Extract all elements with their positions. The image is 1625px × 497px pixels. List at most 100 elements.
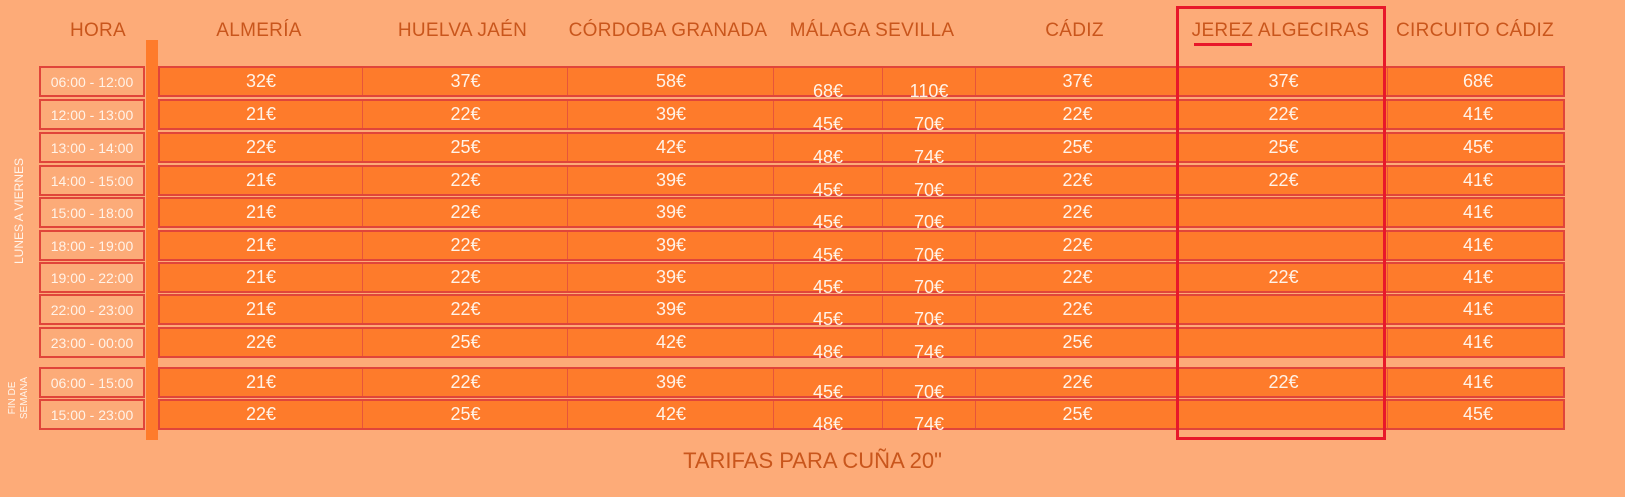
price-cell: 22€: [975, 264, 1179, 291]
price-cell: 37€: [1178, 68, 1388, 95]
price-cell: 22€: [362, 199, 568, 226]
price-cell: 45€: [773, 167, 882, 200]
price-cell: 21€: [245, 104, 277, 124]
price-cell: 25€: [1178, 134, 1388, 161]
header-huelva-jaen: HUELVA JAÉN: [397, 20, 528, 41]
hour-cell: 15:00 - 18:00: [39, 197, 145, 228]
price-cell: 45€: [773, 264, 882, 297]
group-weekdays: LUNES A VIERNES: [12, 157, 27, 265]
price-cell: 74€: [882, 401, 975, 434]
price-cell: 39€: [567, 232, 774, 259]
price-cell: 22€: [1178, 101, 1388, 128]
price-cell: 22€: [1178, 167, 1388, 194]
price-cell: 45€: [1387, 401, 1568, 428]
hour-cell: 22:00 - 23:00: [39, 294, 145, 325]
price-cell: 21€: [245, 235, 277, 255]
table-row: 22€ 25€ 42€ 48€ 74€ 25€ 25€ 45€: [158, 132, 1568, 167]
jerez-underline: [1194, 43, 1252, 46]
price-cell: 22€: [362, 232, 568, 259]
price-cell: 41€: [1387, 329, 1568, 356]
price-cell: 41€: [1387, 101, 1568, 128]
price-cell: 70€: [882, 101, 975, 134]
price-cell: 74€: [882, 134, 975, 167]
decorative-strip: [146, 40, 158, 440]
price-cell: 41€: [1387, 264, 1568, 291]
price-cell: 42€: [567, 329, 774, 356]
price-cell: 22€: [975, 167, 1179, 194]
hour-cell: 14:00 - 15:00: [39, 165, 145, 196]
price-cell: 42€: [567, 134, 774, 161]
price-cell: 48€: [773, 401, 882, 434]
hour-cell: 18:00 - 19:00: [39, 230, 145, 261]
price-cell: 39€: [567, 199, 774, 226]
table-row: 21€ 22€ 39€ 45€ 70€ 22€ 22€ 41€: [158, 99, 1568, 134]
header-cadiz: CÁDIZ: [1045, 20, 1104, 41]
table-row: 21€ 22€ 39€ 45€ 70€ 22€ 22€ 41€: [158, 262, 1568, 297]
price-cell: 22€: [975, 369, 1179, 396]
price-cell: 21€: [245, 372, 277, 392]
price-cell: 21€: [245, 170, 277, 190]
table-row: 21€ 22€ 39€ 45€ 70€ 22€ 22€ 41€: [158, 367, 1565, 402]
price-cell: 39€: [567, 296, 774, 323]
price-cell: 39€: [567, 101, 774, 128]
price-cell: 45€: [773, 101, 882, 134]
price-cell: 70€: [882, 199, 975, 232]
price-cell: 45€: [773, 199, 882, 232]
price-cell: 22€: [245, 137, 277, 157]
table-row: 21€ 22€ 39€ 45€ 70€ 22€ 41€: [158, 197, 1568, 232]
price-cell: 22€: [362, 167, 568, 194]
header-malaga-sevilla: MÁLAGA SEVILLA: [789, 20, 955, 41]
header-hora: HORA: [69, 20, 127, 41]
price-cell: 41€: [1387, 199, 1568, 226]
header-cordoba-granada: CÓRDOBA GRANADA: [568, 20, 768, 41]
price-cell: 39€: [567, 167, 774, 194]
hour-cell: 13:00 - 14:00: [39, 132, 145, 163]
hour-cell: 12:00 - 13:00: [39, 99, 145, 130]
price-cell: 22€: [245, 332, 277, 352]
price-cell: 70€: [882, 296, 975, 329]
price-cell: 25€: [362, 401, 568, 428]
price-cell: 70€: [882, 232, 975, 265]
price-cell: 74€: [882, 329, 975, 362]
table-row: 21€ 22€ 39€ 45€ 70€ 22€ 41€: [158, 230, 1568, 265]
price-cell: 39€: [567, 264, 774, 291]
price-cell: 22€: [975, 232, 1179, 259]
price-cell: [1178, 232, 1388, 259]
price-cell: 110€: [882, 68, 975, 101]
price-cell: [1178, 296, 1388, 323]
price-cell: 70€: [882, 264, 975, 297]
price-cell: 45€: [773, 369, 882, 402]
price-cell: 32€: [245, 71, 277, 91]
price-cell: 25€: [975, 401, 1179, 428]
hour-cell: 06:00 - 12:00: [39, 66, 145, 97]
price-cell: 58€: [567, 68, 774, 95]
price-cell: 22€: [975, 199, 1179, 226]
price-cell: 25€: [975, 329, 1179, 356]
price-cell: 22€: [975, 101, 1179, 128]
price-cell: 39€: [567, 369, 774, 396]
price-cell: [1178, 401, 1388, 428]
price-cell: 45€: [1387, 134, 1568, 161]
price-cell: 21€: [245, 299, 277, 319]
header-jerez-algeciras: JEREZ ALGECIRAS: [1191, 20, 1370, 41]
header-circuito-cadiz: CIRCUITO CÁDIZ: [1396, 20, 1554, 41]
price-cell: 22€: [1178, 369, 1388, 396]
hour-cell: 15:00 - 23:00: [39, 399, 145, 430]
price-cell: 37€: [362, 68, 568, 95]
price-cell: 41€: [1387, 296, 1568, 323]
price-cell: 70€: [882, 167, 975, 200]
price-cell: 22€: [975, 296, 1179, 323]
table-row: 21€ 22€ 39€ 45€ 70€ 22€ 41€: [158, 294, 1568, 329]
price-cell: 48€: [773, 329, 882, 362]
price-cell: 22€: [362, 101, 568, 128]
page-title: TARIFAS PARA CUÑA 20": [683, 448, 942, 473]
price-cell: 45€: [773, 296, 882, 329]
price-cell: 41€: [1387, 232, 1568, 259]
price-cell: [1178, 199, 1388, 226]
price-cell: 22€: [362, 369, 568, 396]
price-cell: 22€: [1178, 264, 1388, 291]
price-cell: 25€: [362, 134, 568, 161]
table-row: 21€ 22€ 39€ 45€ 70€ 22€ 22€ 41€: [158, 165, 1565, 200]
price-cell: 48€: [773, 134, 882, 167]
price-cell: 37€: [975, 68, 1179, 95]
